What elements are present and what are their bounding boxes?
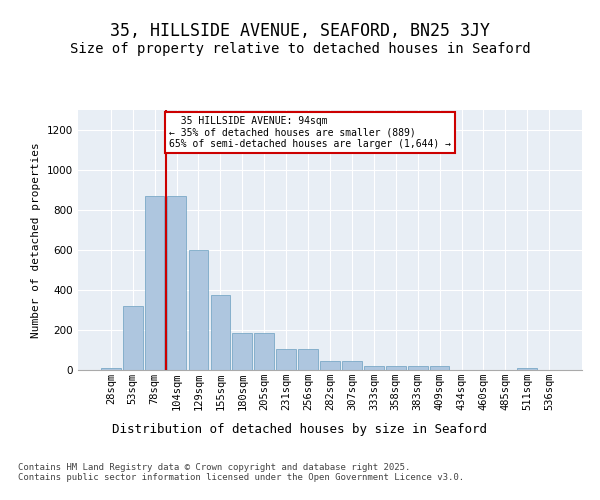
- Bar: [298, 349, 318, 370]
- Bar: [364, 366, 384, 370]
- Bar: [386, 366, 406, 370]
- Bar: [145, 196, 164, 370]
- Y-axis label: Number of detached properties: Number of detached properties: [31, 142, 41, 338]
- Bar: [517, 368, 537, 370]
- Text: Distribution of detached houses by size in Seaford: Distribution of detached houses by size …: [113, 422, 487, 436]
- Bar: [101, 368, 121, 370]
- Bar: [188, 250, 208, 370]
- Bar: [232, 333, 252, 370]
- Text: Contains HM Land Registry data © Crown copyright and database right 2025.
Contai: Contains HM Land Registry data © Crown c…: [18, 462, 464, 482]
- Text: Size of property relative to detached houses in Seaford: Size of property relative to detached ho…: [70, 42, 530, 56]
- Bar: [123, 306, 143, 370]
- Text: 35 HILLSIDE AVENUE: 94sqm  
← 35% of detached houses are smaller (889)
65% of se: 35 HILLSIDE AVENUE: 94sqm ← 35% of detac…: [169, 116, 451, 149]
- Bar: [254, 333, 274, 370]
- Bar: [320, 361, 340, 370]
- Bar: [167, 196, 187, 370]
- Bar: [211, 295, 230, 370]
- Text: 35, HILLSIDE AVENUE, SEAFORD, BN25 3JY: 35, HILLSIDE AVENUE, SEAFORD, BN25 3JY: [110, 22, 490, 40]
- Bar: [342, 361, 362, 370]
- Bar: [276, 349, 296, 370]
- Bar: [430, 366, 449, 370]
- Bar: [408, 366, 428, 370]
